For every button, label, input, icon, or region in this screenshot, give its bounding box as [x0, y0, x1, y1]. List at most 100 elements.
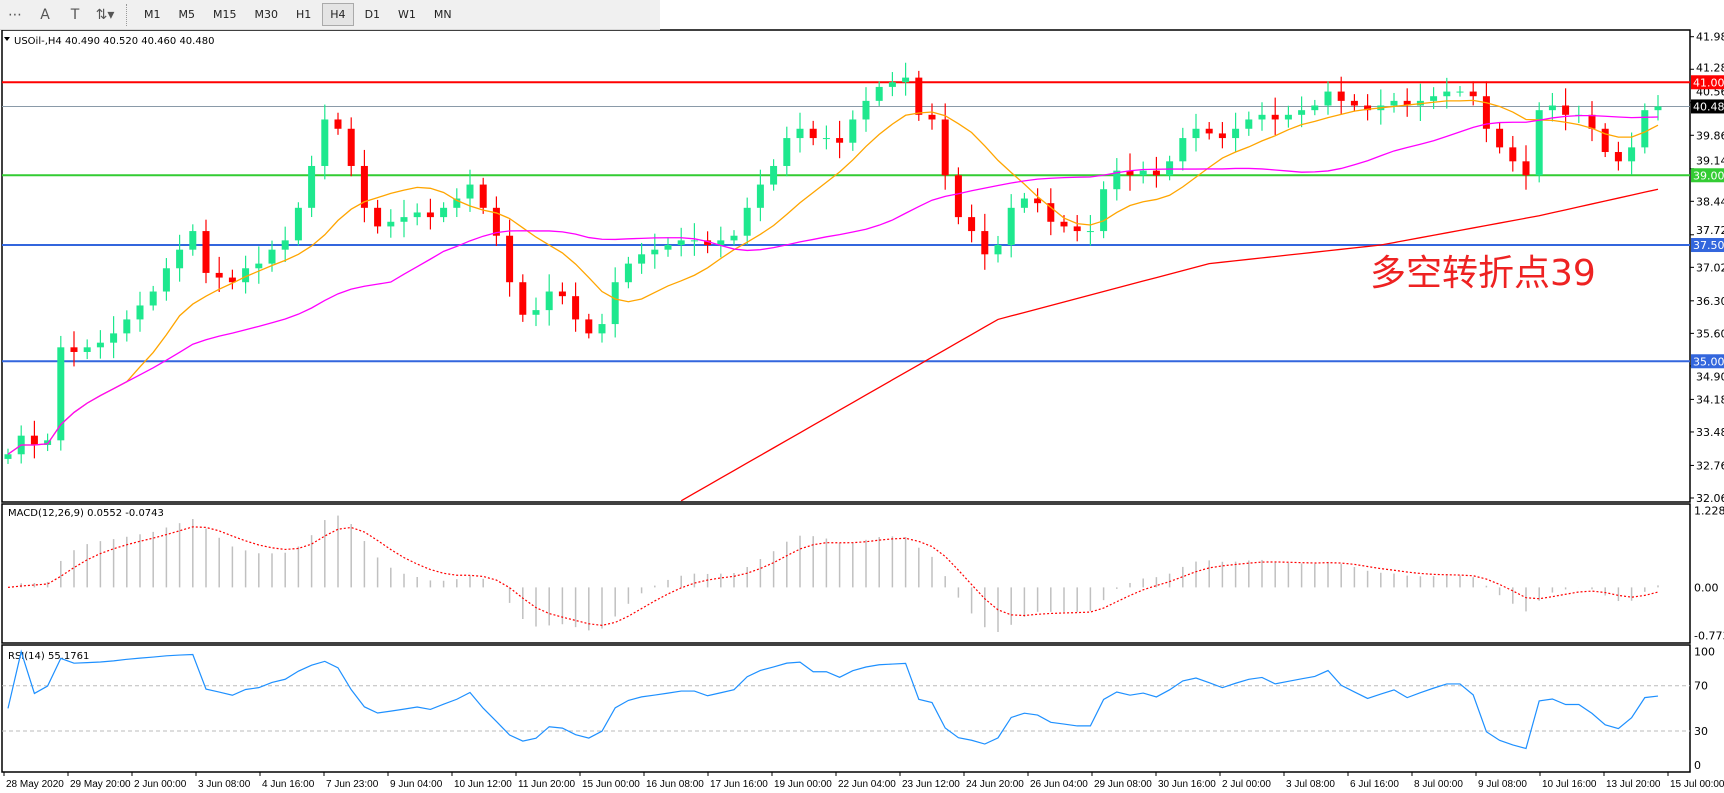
bull-candle [268, 249, 276, 264]
symbol-info: USOil-,H4 40.490 40.520 40.460 40.480 [14, 36, 214, 47]
rsi-panel[interactable] [1, 644, 1691, 773]
y-tick-label: 39.140 [1696, 154, 1724, 167]
x-tick-label: 2 Jul 00:00 [1222, 779, 1271, 790]
bear-candle [334, 119, 342, 129]
timeframe-m5-button[interactable]: M5 [178, 8, 196, 21]
bull-candle [83, 347, 91, 352]
timeframe-m1-button[interactable]: M1 [144, 8, 161, 21]
timeframe-h4-button[interactable]: H4 [322, 3, 354, 26]
bear-candle [492, 207, 500, 236]
bear-candle [1522, 161, 1530, 176]
bear-candle [704, 240, 712, 246]
bear-candle [1601, 128, 1609, 153]
bear-candle [968, 217, 976, 232]
bull-candle [849, 119, 857, 143]
bull-candle [796, 128, 804, 139]
bull-candle [1654, 106, 1662, 111]
bull-candle [677, 240, 685, 246]
bull-candle [466, 184, 474, 199]
main-chart-panel[interactable] [1, 29, 1691, 503]
bear-candle [1126, 170, 1134, 176]
moving-average-line-0 [7, 99, 1659, 455]
bear-candle [1469, 91, 1477, 97]
x-tick-label: 15 Jun 00:00 [582, 779, 640, 790]
bear-candle [941, 119, 949, 176]
x-tick-label: 29 May 20:00 [70, 779, 131, 790]
bull-candle [730, 235, 738, 241]
macd-panel[interactable] [1, 503, 1691, 644]
bull-candle [770, 165, 778, 185]
text-label-icon[interactable]: T [70, 6, 80, 23]
y-tick-label: 32.060 [1696, 492, 1724, 505]
rsi-y-tick-label: 100 [1694, 646, 1715, 659]
bull-candle [1258, 114, 1266, 120]
bull-candle [875, 86, 883, 101]
bull-candle [1284, 114, 1292, 120]
period-separator-icon[interactable]: ⋯ [8, 6, 22, 23]
timeframe-m15-button[interactable]: M15 [213, 8, 237, 21]
bull-candle [294, 207, 302, 241]
bear-candle [558, 291, 566, 297]
bear-candle [479, 184, 487, 208]
x-tick-label: 4 Jun 16:00 [262, 779, 315, 790]
y-tick-label: 32.760 [1696, 459, 1724, 472]
timeframe-w1-button[interactable]: W1 [398, 8, 416, 21]
level-label-box [1691, 238, 1724, 253]
bear-candle [70, 347, 78, 352]
timeframe-m30-button[interactable]: M30 [254, 8, 279, 21]
x-tick-label: 19 Jun 00:00 [774, 779, 832, 790]
bull-candle [149, 291, 157, 306]
x-tick-label: 10 Jul 16:00 [1542, 779, 1597, 790]
timeframe-h1-button[interactable]: H1 [296, 8, 312, 21]
bull-candle [44, 440, 52, 445]
rsi-label: RSI(14) 55.1761 [8, 651, 89, 662]
bear-candle [30, 435, 38, 445]
bull-candle [4, 454, 12, 459]
timeframe-mn-button[interactable]: MN [433, 8, 452, 21]
bull-candle [822, 138, 830, 140]
timeframe-d1-button[interactable]: D1 [364, 8, 381, 21]
macd-label: MACD(12,26,9) 0.0552 -0.0743 [8, 508, 164, 519]
bull-candle [1086, 231, 1094, 233]
text-icon[interactable]: A [40, 6, 50, 23]
bull-candle [57, 347, 65, 441]
bull-candle [1232, 128, 1240, 139]
level-label: 40.480 [1693, 100, 1724, 113]
arrows-dropdown-icon[interactable]: ⇅▾ [95, 6, 115, 23]
rsi-y-tick-label: 0 [1694, 759, 1701, 772]
bull-candle [1535, 110, 1543, 176]
x-tick-label: 10 Jun 12:00 [454, 779, 512, 790]
bull-candle [1007, 207, 1015, 246]
bull-candle [1641, 110, 1649, 148]
bear-candle [1073, 226, 1081, 232]
y-tick-label: 36.300 [1696, 295, 1724, 308]
y-tick-label: 41.280 [1696, 61, 1724, 74]
y-tick-label: 35.600 [1696, 327, 1724, 340]
bull-candle [1390, 100, 1398, 106]
bear-candle [202, 231, 210, 273]
y-tick-label: 39.860 [1696, 129, 1724, 142]
x-tick-label: 9 Jun 04:00 [390, 779, 443, 790]
bull-candle [1311, 105, 1319, 111]
bull-candle [255, 263, 263, 269]
bear-candle [1218, 133, 1226, 139]
y-tick-label: 34.180 [1696, 393, 1724, 406]
collapse-triangle-icon[interactable] [4, 37, 10, 41]
bull-candle [281, 240, 289, 250]
y-tick-label: 38.440 [1696, 195, 1724, 208]
bull-candle [440, 207, 448, 218]
bear-candle [585, 319, 593, 334]
bull-candle [176, 249, 184, 269]
bull-candle [1548, 105, 1556, 111]
bull-candle [532, 310, 540, 315]
bull-candle [321, 119, 329, 166]
bear-candle [1562, 105, 1570, 115]
bull-candle [110, 333, 118, 343]
level-label-box [1691, 168, 1724, 183]
level-label-box [1691, 354, 1724, 369]
bull-candle [902, 77, 910, 83]
bull-candle [387, 221, 395, 227]
bull-candle [162, 268, 170, 292]
bull-candle [189, 231, 197, 250]
